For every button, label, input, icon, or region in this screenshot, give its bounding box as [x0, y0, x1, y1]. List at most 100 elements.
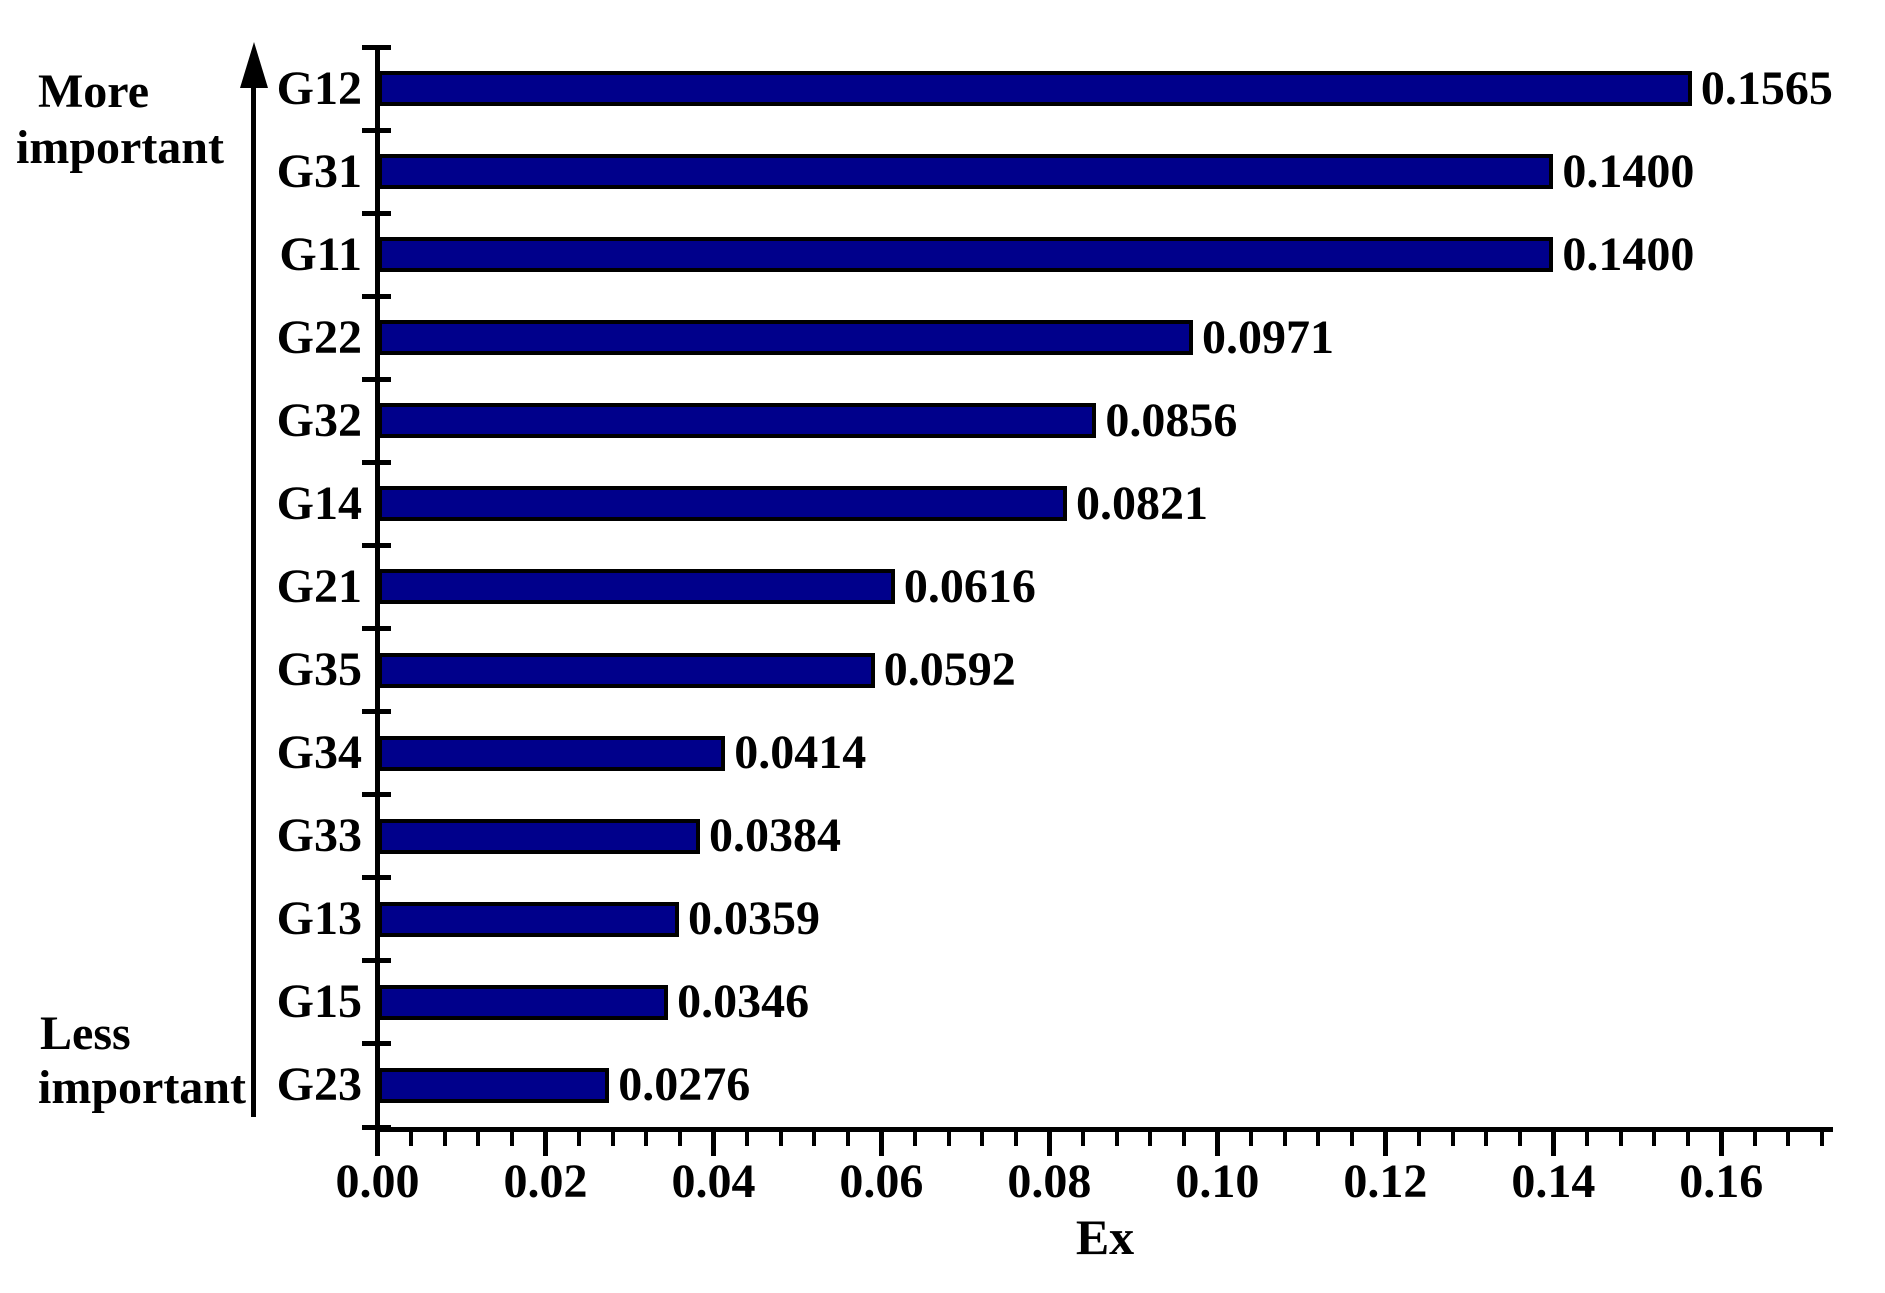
x-axis-minor-tick: [610, 1127, 615, 1146]
bar: [377, 403, 1097, 439]
x-axis-minor-tick: [778, 1127, 783, 1146]
x-axis-major-tick: [710, 1127, 716, 1156]
x-axis-minor-tick: [1517, 1127, 1522, 1146]
x-axis-minor-tick: [1484, 1127, 1489, 1146]
category-label: G35: [276, 643, 362, 697]
bar: [377, 984, 669, 1020]
x-axis-minor-tick: [1282, 1127, 1287, 1146]
y-axis-tick: [362, 626, 391, 632]
value-label: 0.0821: [1076, 476, 1209, 530]
value-label: 0.0359: [688, 892, 820, 946]
x-axis-tick-label: 0.04: [671, 1155, 756, 1208]
bar: [377, 652, 875, 688]
x-axis: [375, 1127, 1833, 1132]
x-axis-title: Ex: [1075, 1209, 1135, 1265]
x-axis-minor-tick: [509, 1127, 514, 1146]
category-label: G22: [276, 310, 362, 364]
x-axis-minor-tick: [1450, 1127, 1455, 1146]
y-axis-tick: [362, 44, 391, 50]
x-axis-minor-tick: [1248, 1127, 1253, 1146]
y-axis-tick: [362, 542, 391, 548]
y-axis-tick: [362, 792, 391, 798]
bar: [377, 71, 1692, 106]
x-axis-minor-tick: [1416, 1127, 1421, 1146]
x-axis-tick-label: 0.00: [335, 1155, 420, 1208]
x-axis-minor-tick: [1013, 1127, 1018, 1146]
x-axis-major-tick: [1382, 1127, 1388, 1156]
x-axis-tick-label: 0.06: [839, 1155, 924, 1208]
x-axis-minor-tick: [913, 1127, 918, 1146]
x-axis-major-tick: [542, 1127, 548, 1156]
x-axis-minor-tick: [980, 1127, 985, 1146]
bar: [377, 237, 1554, 273]
x-axis-minor-tick: [1080, 1127, 1085, 1146]
x-axis-minor-tick: [1685, 1127, 1690, 1146]
value-label: 0.0592: [883, 643, 1016, 697]
x-axis-minor-tick: [1584, 1127, 1589, 1146]
x-axis-major-tick: [1214, 1127, 1220, 1156]
category-label: G33: [276, 809, 362, 863]
arrow-up-head-icon: [240, 42, 268, 88]
x-axis-major-tick: [1718, 1127, 1724, 1156]
y-axis-tick: [362, 958, 391, 964]
bar: [377, 818, 700, 854]
x-axis-major-tick: [878, 1127, 884, 1156]
x-axis-tick-label: 0.14: [1511, 1155, 1596, 1208]
more-important-label-line1: More: [38, 65, 150, 118]
bar: [377, 901, 679, 937]
x-axis-tick-label: 0.16: [1679, 1155, 1764, 1208]
x-axis-minor-tick: [476, 1127, 481, 1146]
more-important-label-line2: important: [16, 121, 224, 174]
x-axis-minor-tick: [1181, 1127, 1186, 1146]
x-axis-tick-label: 0.12: [1343, 1155, 1428, 1208]
value-label: 0.1565: [1700, 61, 1833, 115]
x-axis-minor-tick: [812, 1127, 817, 1146]
x-axis-minor-tick: [677, 1127, 682, 1146]
value-label: 0.0856: [1105, 393, 1238, 447]
bar: [377, 154, 1554, 190]
importance-arrow: [251, 84, 256, 1117]
bar: [377, 486, 1068, 522]
bar: [377, 569, 895, 605]
category-label: G34: [276, 726, 362, 780]
x-axis-minor-tick: [845, 1127, 850, 1146]
y-axis-tick: [362, 293, 391, 299]
value-label: 0.1400: [1562, 144, 1695, 198]
category-label: G13: [276, 892, 362, 946]
bar: [377, 735, 726, 771]
value-label: 0.0414: [734, 726, 867, 780]
x-axis-minor-tick: [577, 1127, 582, 1146]
value-label: 0.0384: [709, 809, 841, 863]
y-axis-tick: [362, 875, 391, 881]
x-axis-tick-label: 0.02: [503, 1155, 588, 1208]
x-axis-minor-tick: [1652, 1127, 1657, 1146]
category-label: G31: [276, 144, 362, 198]
bar: [377, 320, 1194, 356]
y-axis-tick: [362, 709, 391, 715]
bar: [377, 1067, 610, 1103]
y-axis-tick: [362, 210, 391, 216]
value-label: 0.0616: [903, 559, 1036, 613]
y-axis-tick: [362, 127, 391, 133]
x-axis-minor-tick: [1148, 1127, 1153, 1146]
category-label: G32: [276, 393, 362, 447]
y-axis-tick: [362, 1041, 391, 1047]
x-axis-minor-tick: [1752, 1127, 1757, 1146]
x-axis-minor-tick: [442, 1127, 447, 1146]
value-label: 0.0971: [1202, 310, 1335, 364]
x-axis-minor-tick: [1349, 1127, 1354, 1146]
y-axis-tick: [362, 376, 391, 382]
less-important-label-line2: important: [38, 1061, 246, 1114]
category-label: G23: [276, 1058, 362, 1112]
value-label: 0.1400: [1562, 227, 1695, 281]
x-axis-minor-tick: [1820, 1127, 1825, 1146]
value-label: 0.0276: [618, 1058, 751, 1112]
x-axis-tick-label: 0.08: [1007, 1155, 1092, 1208]
category-label: G14: [276, 476, 362, 530]
category-label: G21: [276, 559, 362, 613]
x-axis-major-tick: [1046, 1127, 1052, 1156]
x-axis-minor-tick: [1786, 1127, 1791, 1146]
x-axis-major-tick: [375, 1127, 380, 1156]
x-axis-minor-tick: [1316, 1127, 1321, 1146]
